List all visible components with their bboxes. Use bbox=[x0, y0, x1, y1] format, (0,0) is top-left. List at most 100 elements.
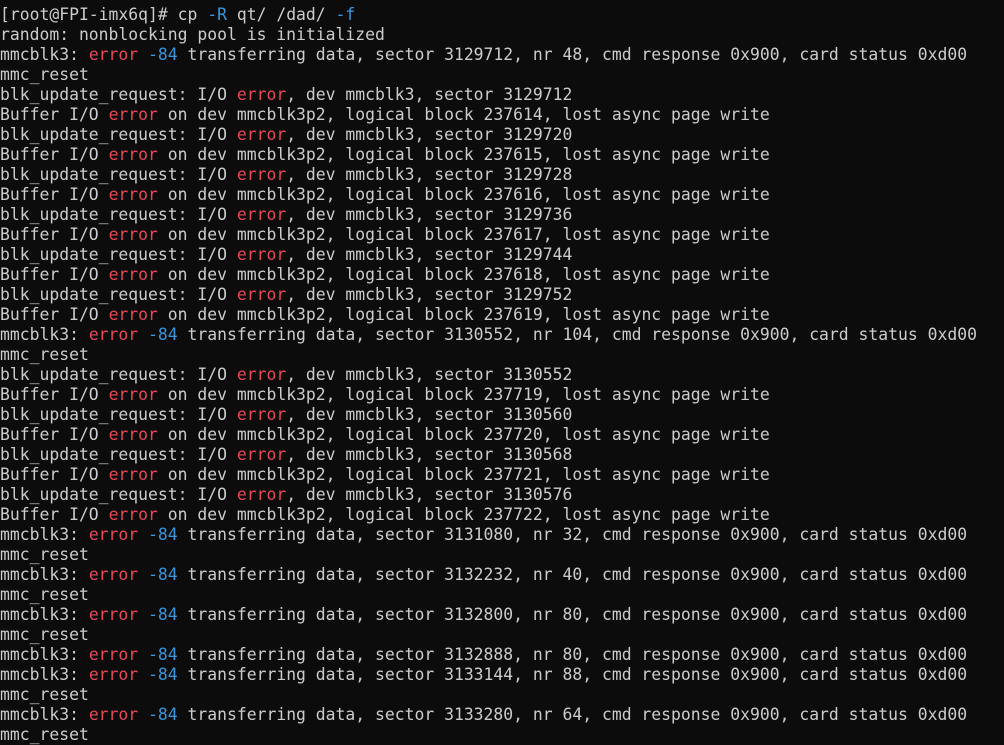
terminal-line: Buffer I/O error on dev mmcblk3p2, logic… bbox=[0, 305, 1004, 325]
line-text bbox=[138, 325, 148, 344]
line-text: , dev mmcblk3, sector 3129752 bbox=[286, 285, 573, 304]
line-text: mmc_reset bbox=[0, 685, 89, 704]
line-text: Buffer I/O bbox=[0, 305, 109, 324]
terminal-line: Buffer I/O error on dev mmcblk3p2, logic… bbox=[0, 505, 1004, 525]
error-keyword: error bbox=[236, 85, 287, 104]
line-text: mmc_reset bbox=[0, 545, 89, 564]
line-text: on dev mmcblk3p2, logical block 237617, … bbox=[157, 225, 770, 244]
line-text: mmcblk3: bbox=[0, 665, 89, 684]
line-text: Buffer I/O bbox=[0, 465, 109, 484]
line-text: , dev mmcblk3, sector 3129720 bbox=[286, 125, 573, 144]
terminal-line: blk_update_request: I/O error, dev mmcbl… bbox=[0, 205, 1004, 225]
line-text: Buffer I/O bbox=[0, 225, 109, 244]
terminal-line: mmc_reset bbox=[0, 725, 1004, 745]
line-text: transferring data, sector 3133144, nr 88… bbox=[177, 665, 968, 684]
terminal-line: mmcblk3: error -84 transferring data, se… bbox=[0, 565, 1004, 585]
line-text: , dev mmcblk3, sector 3129744 bbox=[286, 245, 573, 264]
error-keyword: error bbox=[236, 245, 287, 264]
terminal-line: mmcblk3: error -84 transferring data, se… bbox=[0, 325, 1004, 345]
error-keyword: error bbox=[108, 465, 158, 484]
highlight-token: -84 bbox=[148, 525, 178, 544]
error-keyword: error bbox=[108, 225, 158, 244]
line-text bbox=[138, 605, 148, 624]
terminal-line: mmcblk3: error -84 transferring data, se… bbox=[0, 605, 1004, 625]
error-keyword: error bbox=[236, 205, 287, 224]
error-keyword: error bbox=[88, 45, 139, 64]
line-text: Buffer I/O bbox=[0, 145, 109, 164]
error-keyword: error bbox=[236, 125, 287, 144]
line-text: mmc_reset bbox=[0, 65, 89, 84]
line-text: on dev mmcblk3p2, logical block 237619, … bbox=[157, 305, 770, 324]
line-text bbox=[138, 665, 148, 684]
error-keyword: error bbox=[88, 565, 139, 584]
error-keyword: error bbox=[88, 325, 139, 344]
terminal-line: blk_update_request: I/O error, dev mmcbl… bbox=[0, 165, 1004, 185]
error-keyword: error bbox=[108, 505, 158, 524]
line-text bbox=[138, 645, 148, 664]
line-text: transferring data, sector 3132800, nr 80… bbox=[177, 605, 968, 624]
error-keyword: error bbox=[108, 105, 158, 124]
error-keyword: error bbox=[236, 485, 287, 504]
line-text: blk_update_request: I/O bbox=[0, 205, 237, 224]
error-keyword: error bbox=[108, 265, 158, 284]
line-text: mmc_reset bbox=[0, 345, 89, 364]
terminal-line: Buffer I/O error on dev mmcblk3p2, logic… bbox=[0, 185, 1004, 205]
error-keyword: error bbox=[108, 305, 158, 324]
error-keyword: error bbox=[88, 605, 139, 624]
line-text: on dev mmcblk3p2, logical block 237720, … bbox=[157, 425, 770, 444]
terminal-line: Buffer I/O error on dev mmcblk3p2, logic… bbox=[0, 385, 1004, 405]
line-text: on dev mmcblk3p2, logical block 237722, … bbox=[157, 505, 770, 524]
line-text: blk_update_request: I/O bbox=[0, 165, 237, 184]
line-text: mmc_reset bbox=[0, 725, 89, 744]
terminal-line: mmc_reset bbox=[0, 65, 1004, 85]
terminal-line: mmc_reset bbox=[0, 585, 1004, 605]
highlight-token: -84 bbox=[148, 645, 178, 664]
terminal-line: mmcblk3: error -84 transferring data, se… bbox=[0, 665, 1004, 685]
error-keyword: error bbox=[236, 285, 287, 304]
line-text bbox=[138, 45, 148, 64]
line-text bbox=[138, 705, 148, 724]
line-text: Buffer I/O bbox=[0, 265, 109, 284]
line-text: transferring data, sector 3130552, nr 10… bbox=[177, 325, 977, 344]
highlight-token: -84 bbox=[148, 605, 178, 624]
terminal-line: Buffer I/O error on dev mmcblk3p2, logic… bbox=[0, 425, 1004, 445]
line-text: [root@FPI-imx6q]# cp bbox=[0, 5, 208, 24]
line-text: mmc_reset bbox=[0, 585, 89, 604]
line-text: on dev mmcblk3p2, logical block 237615, … bbox=[157, 145, 770, 164]
terminal-line: blk_update_request: I/O error, dev mmcbl… bbox=[0, 85, 1004, 105]
terminal-line: blk_update_request: I/O error, dev mmcbl… bbox=[0, 245, 1004, 265]
terminal-line: mmc_reset bbox=[0, 625, 1004, 645]
line-text: blk_update_request: I/O bbox=[0, 365, 237, 384]
terminal-line: Buffer I/O error on dev mmcblk3p2, logic… bbox=[0, 265, 1004, 285]
line-text: transferring data, sector 3131080, nr 32… bbox=[177, 525, 968, 544]
terminal-line: Buffer I/O error on dev mmcblk3p2, logic… bbox=[0, 225, 1004, 245]
line-text: blk_update_request: I/O bbox=[0, 125, 237, 144]
line-text: blk_update_request: I/O bbox=[0, 485, 237, 504]
line-text: , dev mmcblk3, sector 3130576 bbox=[286, 485, 573, 504]
line-text: , dev mmcblk3, sector 3129728 bbox=[286, 165, 573, 184]
line-text: , dev mmcblk3, sector 3130568 bbox=[286, 445, 573, 464]
line-text: , dev mmcblk3, sector 3130552 bbox=[286, 365, 573, 384]
line-text bbox=[138, 525, 148, 544]
line-text: mmcblk3: bbox=[0, 645, 89, 664]
terminal-line: mmc_reset bbox=[0, 685, 1004, 705]
error-keyword: error bbox=[236, 365, 287, 384]
error-keyword: error bbox=[88, 525, 139, 544]
line-text: on dev mmcblk3p2, logical block 237618, … bbox=[157, 265, 770, 284]
error-keyword: error bbox=[236, 445, 287, 464]
line-text: on dev mmcblk3p2, logical block 237616, … bbox=[157, 185, 770, 204]
line-text: on dev mmcblk3p2, logical block 237721, … bbox=[157, 465, 770, 484]
terminal-line: mmcblk3: error -84 transferring data, se… bbox=[0, 705, 1004, 725]
line-text bbox=[138, 565, 148, 584]
terminal-output[interactable]: [root@FPI-imx6q]# cp -R qt/ /dad/ -f rand… bbox=[0, 5, 1004, 745]
error-keyword: error bbox=[108, 145, 158, 164]
highlight-token: -84 bbox=[148, 665, 178, 684]
highlight-token: -f bbox=[335, 5, 356, 24]
line-text: Buffer I/O bbox=[0, 385, 109, 404]
error-keyword: error bbox=[236, 165, 287, 184]
terminal-line: blk_update_request: I/O error, dev mmcbl… bbox=[0, 285, 1004, 305]
error-keyword: error bbox=[108, 385, 158, 404]
line-text: Buffer I/O bbox=[0, 425, 109, 444]
line-text: transferring data, sector 3132888, nr 80… bbox=[177, 645, 968, 664]
line-text: Buffer I/O bbox=[0, 505, 109, 524]
